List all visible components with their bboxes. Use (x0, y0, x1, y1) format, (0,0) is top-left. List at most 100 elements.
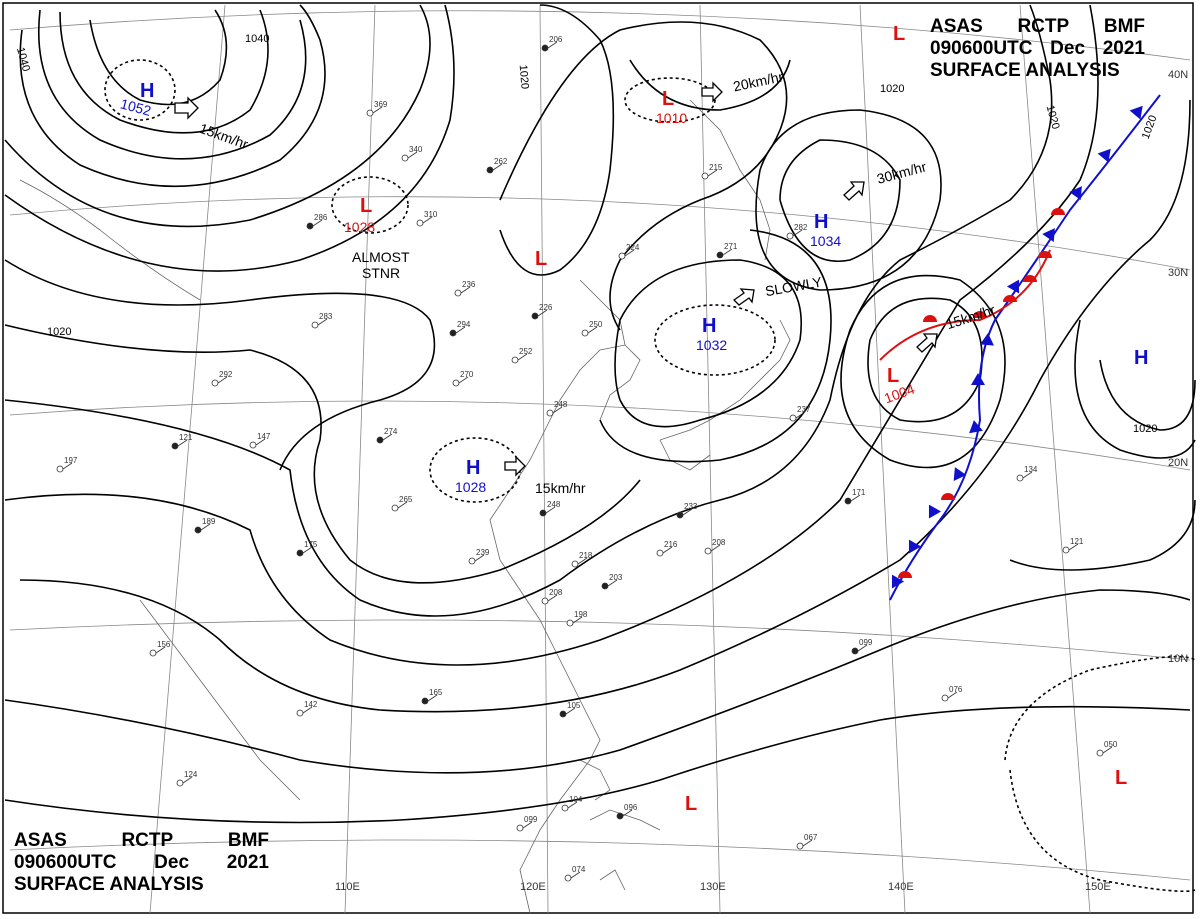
wind-barb-icon (177, 439, 188, 447)
lat-label: 10N (1168, 653, 1188, 665)
svg-text:L: L (685, 793, 697, 815)
station-pressure: 248 (547, 500, 561, 509)
wind-barb-icon (802, 839, 813, 847)
station-plot: 237 (789, 405, 811, 422)
station-pressure: 203 (609, 573, 623, 582)
station-pressure: 076 (949, 685, 963, 694)
wind-barb-icon (545, 506, 556, 514)
station-plot: 099 (516, 815, 538, 832)
station-pressure: 099 (524, 815, 538, 824)
high-center: H 1052 (119, 80, 155, 119)
station-pressure: 239 (476, 548, 490, 557)
wind-barb-icon (312, 219, 323, 227)
station-circle-icon (541, 44, 549, 52)
isobar-label: 1020 (1133, 423, 1157, 435)
cold-front-triangle (980, 333, 994, 346)
station-circle-icon (844, 497, 852, 505)
svg-text:L: L (1115, 767, 1127, 789)
station-circle-icon (391, 504, 399, 512)
station-pressure: 250 (589, 320, 603, 329)
station-circle-icon (296, 549, 304, 557)
motion-arrow-icon (174, 96, 199, 120)
station-plot: 262 (486, 157, 508, 174)
station-plot: 226 (531, 303, 553, 320)
motion-arrows (174, 81, 938, 477)
wind-barb-icon (397, 501, 408, 509)
svg-text:L: L (887, 365, 899, 387)
station-circle-icon (539, 509, 547, 517)
svg-text:H: H (814, 211, 828, 233)
wind-barb-icon (587, 326, 598, 334)
station-plot: 124 (176, 770, 198, 787)
isobar-label: 1040 (245, 33, 269, 45)
motion-label: ALMOST (352, 249, 410, 265)
wind-barb-icon (1102, 746, 1113, 754)
high-center: H 1034 (810, 211, 841, 249)
wind-barb-icon (422, 216, 433, 224)
station-pressure: 340 (409, 145, 423, 154)
station-pressure: 121 (1070, 537, 1084, 546)
station-plot: 074 (564, 865, 586, 882)
svg-text:1028: 1028 (344, 219, 375, 235)
station-plot: 248 (539, 500, 561, 517)
station-plot: 076 (941, 685, 963, 702)
wind-barb-icon (200, 523, 211, 531)
wind-barb-icon (857, 644, 868, 652)
wind-barb-icon (302, 546, 313, 554)
svg-text:H: H (466, 457, 480, 479)
station-pressure: 218 (579, 551, 593, 560)
station-pressure: 124 (184, 770, 198, 779)
station-plot: 274 (376, 427, 398, 444)
station-pressure: 121 (179, 433, 193, 442)
station-pressure: 292 (219, 370, 233, 379)
wind-barb-icon (707, 169, 718, 177)
station-pressure: 270 (460, 370, 474, 379)
station-circle-icon (716, 251, 724, 259)
station-pressure: 282 (794, 223, 808, 232)
station-plot: 142 (296, 700, 318, 717)
cold-front-triangle (1042, 228, 1055, 243)
station-circle-icon (1062, 546, 1070, 554)
lon-label: 150E (1085, 881, 1111, 893)
svg-text:L: L (893, 23, 905, 45)
wind-barb-icon (427, 694, 438, 702)
wind-barb-icon (624, 249, 635, 257)
station-pressure: 105 (567, 701, 581, 710)
station-pressure: 156 (157, 640, 171, 649)
title-line-3: SURFACE ANALYSIS (930, 60, 1120, 81)
station-pressure: 206 (549, 35, 563, 44)
warm-front-semicircle (1038, 251, 1052, 258)
station-pressure: 175 (304, 540, 318, 549)
svg-text:1052: 1052 (119, 95, 153, 119)
station-plot: 208 (704, 538, 726, 555)
station-circle-icon (249, 441, 257, 449)
station-plot: 175 (296, 540, 318, 557)
lat-label: 20N (1168, 457, 1188, 469)
station-pressure: 208 (712, 538, 726, 547)
station-pressure: 286 (314, 213, 328, 222)
lon-label: 130E (700, 881, 726, 893)
station-pressure: 074 (572, 865, 586, 874)
svg-text:H: H (702, 315, 716, 337)
station-circle-icon (468, 557, 476, 565)
wind-barb-icon (522, 821, 533, 829)
station-circle-icon (656, 549, 664, 557)
station-circle-icon (449, 329, 457, 337)
coastlines (19, 99, 791, 914)
station-pressure: 233 (684, 502, 698, 511)
title-year: 2021 (1102, 38, 1145, 59)
lon-label: 110E (335, 881, 360, 893)
wind-barb-icon (372, 106, 383, 114)
wind-barb-icon (517, 353, 528, 361)
wind-barb-icon (155, 646, 166, 654)
wind-barb-icon (182, 776, 193, 784)
station-circle-icon (786, 232, 794, 240)
fronts (879, 94, 1161, 601)
station-plot: 233 (676, 502, 698, 519)
station-circle-icon (311, 321, 319, 329)
high-center: H 1028 (455, 457, 486, 495)
station-plot: 198 (566, 610, 588, 627)
wind-barb-icon (552, 406, 563, 414)
isobar-label: 1020 (47, 326, 71, 338)
